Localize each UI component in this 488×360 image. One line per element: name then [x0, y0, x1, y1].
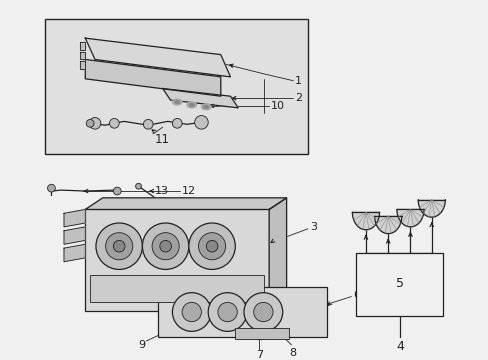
Polygon shape [374, 216, 401, 234]
Text: 8: 8 [289, 348, 296, 358]
Polygon shape [85, 59, 221, 96]
Text: 1: 1 [295, 76, 302, 86]
Polygon shape [85, 198, 286, 210]
Polygon shape [352, 212, 379, 230]
Polygon shape [396, 210, 423, 227]
Circle shape [143, 120, 153, 129]
Circle shape [198, 233, 225, 260]
Text: 7: 7 [255, 350, 262, 360]
Bar [158, 287, 326, 337]
Bar [85, 210, 268, 311]
Text: 4: 4 [395, 340, 403, 354]
Circle shape [218, 302, 237, 322]
Ellipse shape [172, 99, 182, 105]
Circle shape [208, 293, 246, 331]
Ellipse shape [175, 100, 179, 103]
Ellipse shape [186, 102, 196, 108]
Polygon shape [64, 244, 85, 262]
Circle shape [89, 117, 101, 129]
Bar [356, 253, 443, 316]
Circle shape [253, 302, 272, 322]
Bar [235, 328, 288, 339]
Polygon shape [64, 227, 85, 244]
Text: 3: 3 [309, 222, 316, 232]
Polygon shape [81, 62, 85, 69]
Text: 10: 10 [270, 101, 285, 111]
Circle shape [244, 293, 282, 331]
Polygon shape [64, 210, 85, 227]
Polygon shape [268, 198, 286, 311]
Circle shape [152, 233, 179, 260]
Circle shape [142, 223, 188, 269]
Circle shape [188, 223, 235, 269]
Circle shape [160, 240, 171, 252]
Circle shape [109, 118, 119, 128]
Text: 6: 6 [353, 289, 360, 300]
Polygon shape [85, 38, 230, 77]
Circle shape [182, 302, 201, 322]
Bar [44, 19, 307, 154]
Text: 11: 11 [155, 133, 170, 146]
Text: 13: 13 [155, 186, 169, 196]
Polygon shape [81, 42, 85, 50]
Circle shape [172, 118, 182, 128]
Ellipse shape [203, 105, 208, 108]
Circle shape [86, 120, 94, 127]
Text: 12: 12 [182, 186, 196, 196]
Text: 9: 9 [138, 340, 145, 350]
Ellipse shape [189, 103, 194, 107]
Polygon shape [417, 200, 445, 217]
Circle shape [47, 184, 55, 192]
Polygon shape [163, 89, 238, 108]
Circle shape [206, 240, 218, 252]
Circle shape [96, 223, 142, 269]
Circle shape [113, 240, 125, 252]
Circle shape [172, 293, 211, 331]
Text: 5: 5 [395, 278, 403, 291]
Polygon shape [81, 52, 85, 59]
Circle shape [135, 183, 141, 189]
Circle shape [194, 116, 208, 129]
Circle shape [105, 233, 132, 260]
Text: 2: 2 [295, 93, 302, 103]
Bar [90, 275, 264, 302]
Ellipse shape [201, 104, 211, 110]
Circle shape [113, 187, 121, 195]
